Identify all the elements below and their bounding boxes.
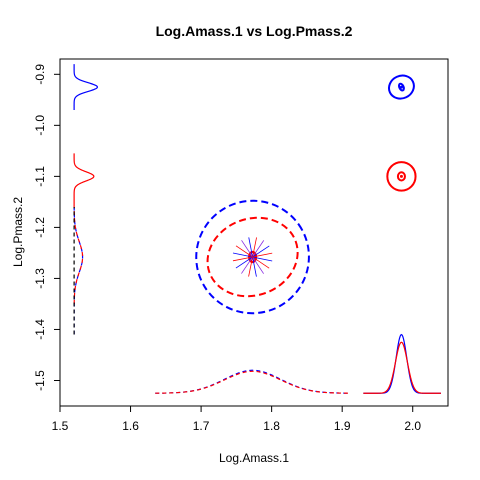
center-point-blue xyxy=(399,85,403,89)
y-tick-label: -1.5 xyxy=(33,370,47,391)
y-tick-label: -1.2 xyxy=(33,217,47,238)
ellipse-blue xyxy=(195,199,310,315)
marginal-x-red xyxy=(363,341,441,394)
y-tick-label: -1.1 xyxy=(33,166,47,187)
y-axis-label: Log.Pmass.2 xyxy=(11,197,25,267)
marginal-y-red xyxy=(73,206,84,304)
ellipse-blue xyxy=(387,74,415,100)
star-line xyxy=(232,252,273,262)
x-tick-label: 1.7 xyxy=(193,419,210,433)
y-tick-label: -0.9 xyxy=(33,64,47,85)
x-tick-label: 1.9 xyxy=(334,419,351,433)
x-tick-label: 1.5 xyxy=(52,419,69,433)
x-axis-label: Log.Amass.1 xyxy=(219,451,289,465)
plot-marks xyxy=(73,64,441,394)
ellipse-red xyxy=(206,216,299,298)
x-axis: 1.5 1.6 1.7 1.8 1.9 2.0 xyxy=(52,406,421,433)
ellipse-red xyxy=(396,171,406,182)
marginal-y-red xyxy=(73,153,95,207)
ellipse-red xyxy=(248,250,258,264)
x-tick-label: 2.0 xyxy=(404,419,421,433)
marginal-y-blue xyxy=(73,64,99,111)
ellipse-red xyxy=(386,161,417,192)
ellipse-blue xyxy=(397,82,405,92)
x-tick-label: 1.8 xyxy=(263,419,280,433)
center-point-red xyxy=(399,174,403,178)
y-tick-label: -1.4 xyxy=(33,319,47,340)
plot-frame xyxy=(59,58,449,407)
marginal-x-red xyxy=(155,370,350,394)
chart-title: Log.Amass.1 vs Log.Pmass.2 xyxy=(156,23,353,39)
x-tick-label: 1.6 xyxy=(122,419,139,433)
y-axis: -0.9 -1.0 -1.1 -1.2 -1.3 -1.4 -1.5 xyxy=(33,64,60,391)
y-tick-label: -1.3 xyxy=(33,268,47,289)
y-tick-label: -1.0 xyxy=(33,115,47,136)
